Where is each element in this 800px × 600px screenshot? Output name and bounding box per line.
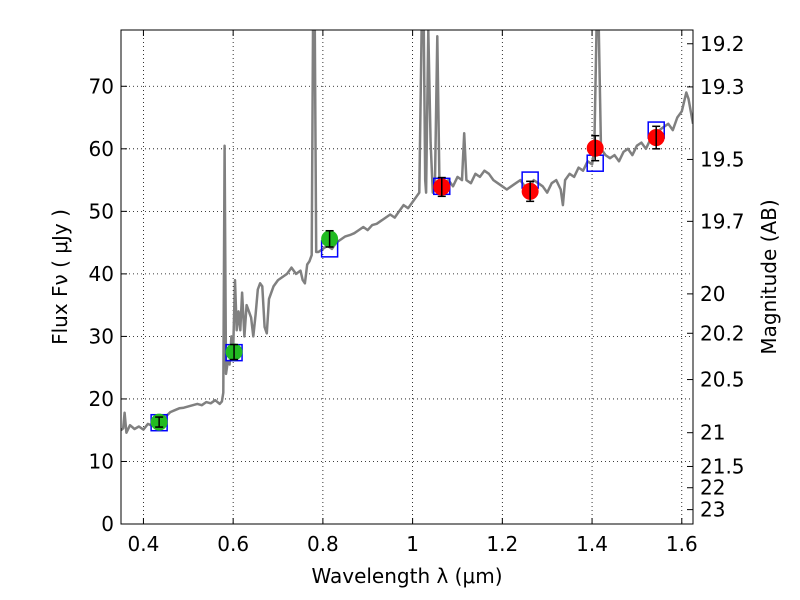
x-tick-label: 1 <box>406 532 419 556</box>
magnitude-tick-label: 19.7 <box>700 209 745 233</box>
magnitude-tick-label: 23 <box>700 498 725 522</box>
grid <box>121 30 693 525</box>
y-tick-label: 70 <box>89 74 114 98</box>
x-tick-label: 0.4 <box>128 532 160 556</box>
magnitude-tick-label: 22 <box>700 476 725 500</box>
x-tick-label: 1.2 <box>486 532 518 556</box>
y-tick-label: 20 <box>89 387 114 411</box>
magnitude-tick-label: 20 <box>700 282 725 306</box>
y-tick-label: 40 <box>89 262 114 286</box>
x-axis-title: Wavelength λ (μm) <box>311 564 502 588</box>
y-tick-label: 10 <box>89 449 114 473</box>
y-axis-title: Flux Fν ( μJy ) <box>48 209 72 345</box>
y-tick-label: 30 <box>89 324 114 348</box>
x-tick-label: 0.8 <box>307 532 339 556</box>
magnitude-tick-label: 19.2 <box>700 32 745 56</box>
plot-frame <box>120 29 694 525</box>
magnitude-tick-label: 20.5 <box>700 368 745 392</box>
magnitude-tick-label: 20.2 <box>700 321 745 345</box>
x-tick-label: 0.6 <box>217 532 249 556</box>
y-tick-label: 60 <box>89 137 114 161</box>
magnitude-tick-label: 21 <box>700 421 725 445</box>
magnitude-tick-label: 19.3 <box>700 75 745 99</box>
plot-area <box>121 30 693 434</box>
y-tick-label: 0 <box>101 512 114 536</box>
spectrum-line <box>121 30 693 434</box>
magnitude-tick-label: 21.5 <box>700 454 745 478</box>
axes-frame <box>120 29 694 525</box>
axis-ticks: 0.4 0.6 0.8 1 1.2 1.4 1.6 0 10 20 30 40 50 60 70 19.2 19… <box>89 30 745 556</box>
x-tick-label: 1.4 <box>576 532 608 556</box>
magnitude-axis-title: Magnitude (AB) <box>757 199 781 354</box>
x-tick-label: 1.6 <box>666 532 698 556</box>
magnitude-tick-label: 19.5 <box>700 147 745 171</box>
y-tick-label: 50 <box>89 199 114 223</box>
